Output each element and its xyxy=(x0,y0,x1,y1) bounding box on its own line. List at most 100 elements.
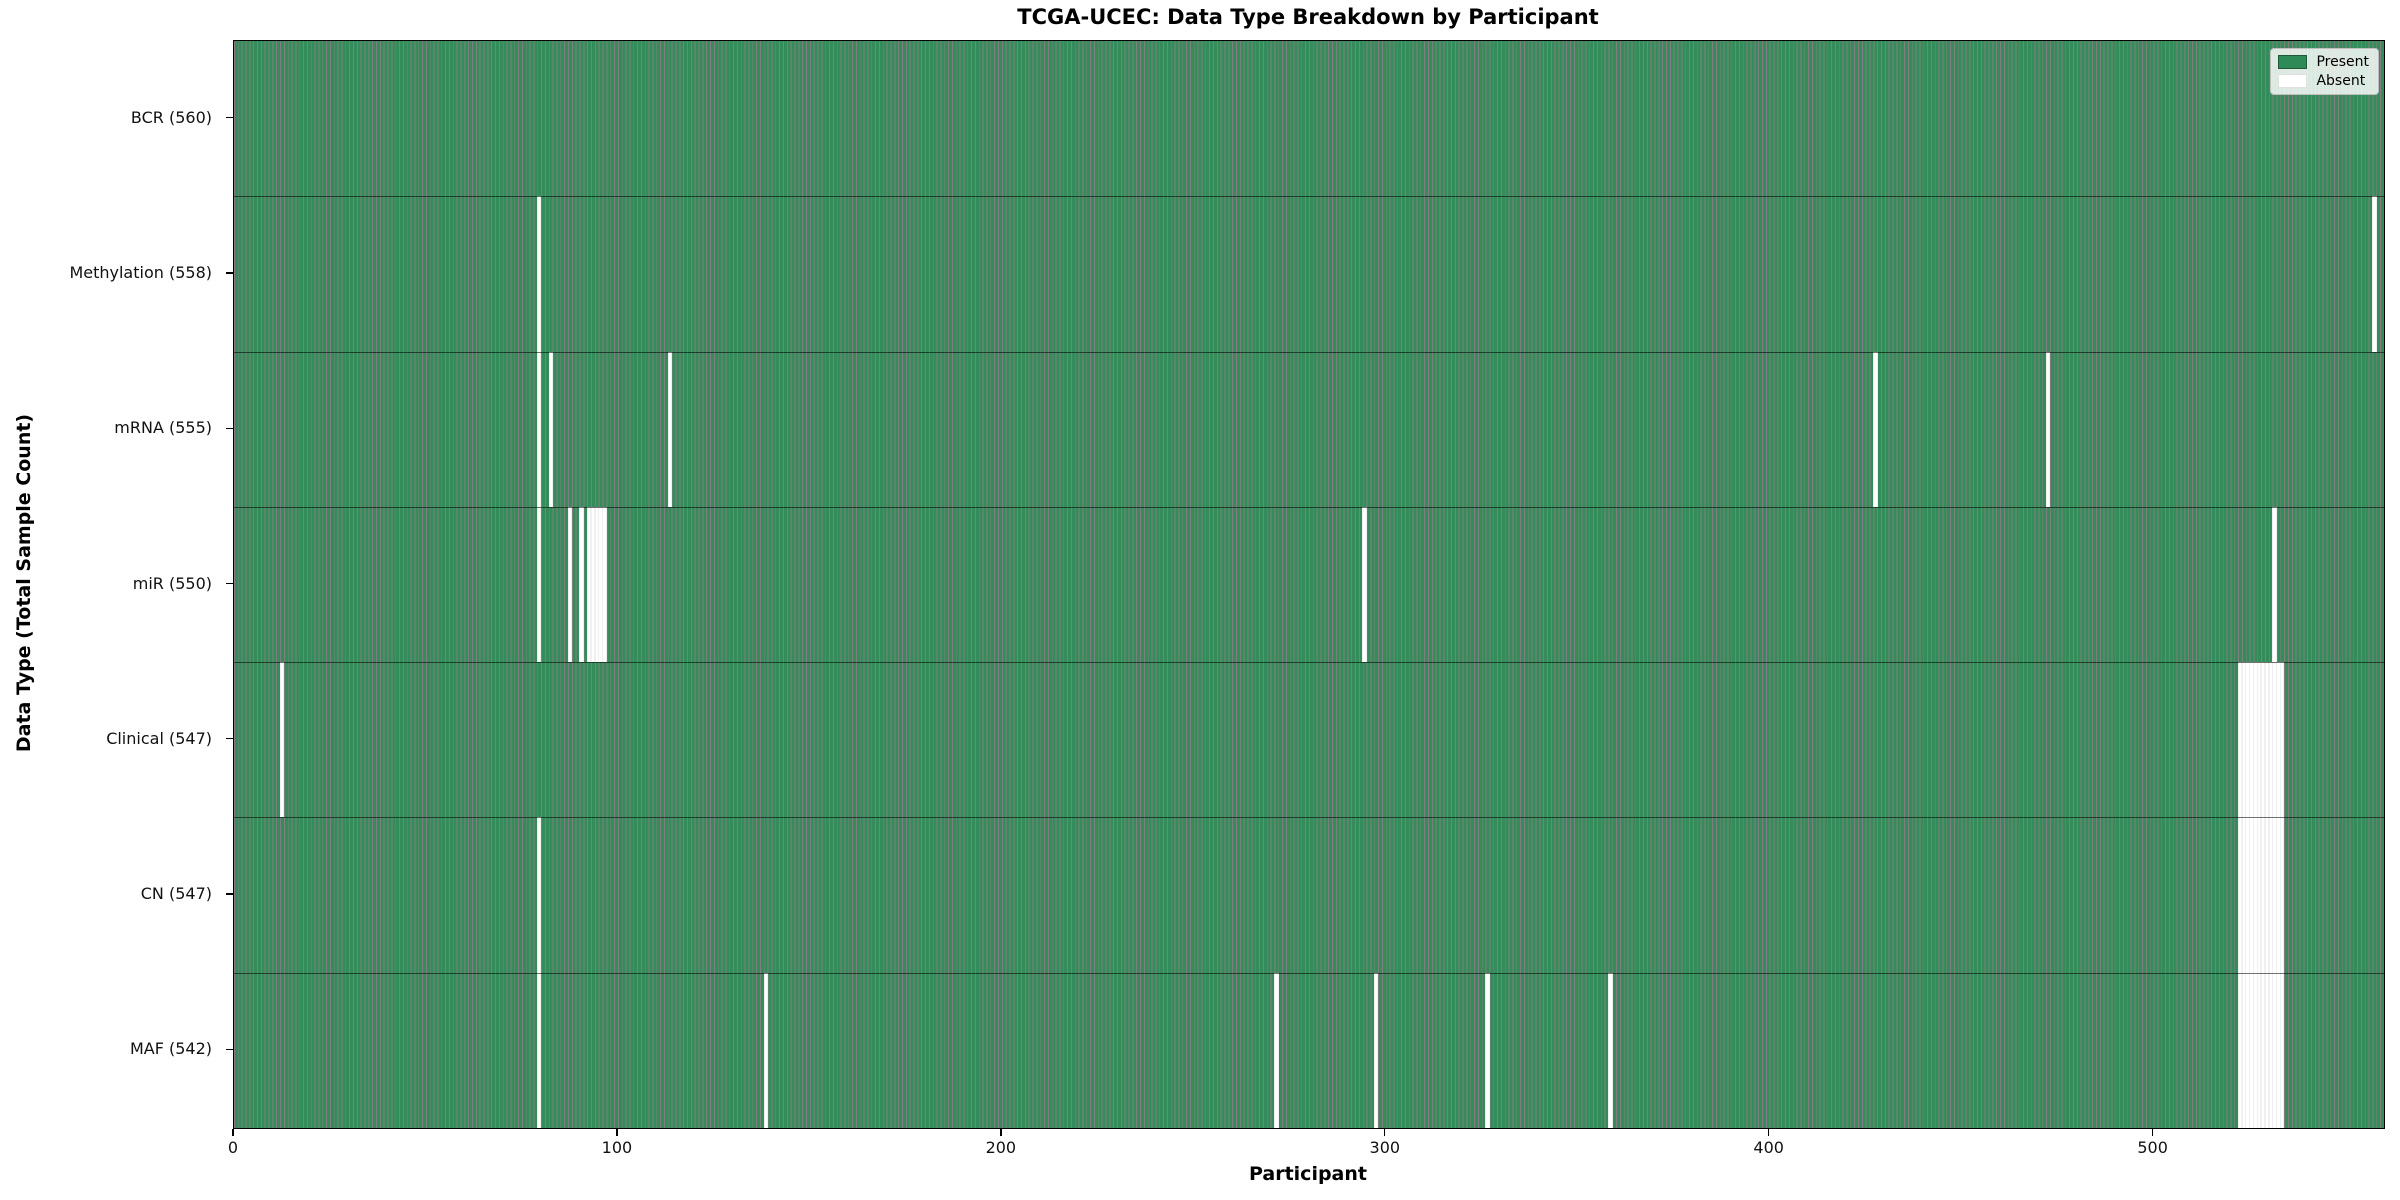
absent-gap xyxy=(594,506,600,663)
absent-gap xyxy=(279,662,285,818)
x-tick-label-500: 500 xyxy=(2137,1138,2168,1157)
absent-gap xyxy=(2280,817,2285,973)
absent-gap xyxy=(537,506,542,663)
absent-gap xyxy=(2245,972,2250,1128)
y-tick-label-bcr: BCR (560) xyxy=(130,107,212,127)
absent-gap xyxy=(1485,972,1490,1128)
x-tick-label-400: 400 xyxy=(1753,1138,1784,1157)
y-tick-label-clinical: Clinical (547) xyxy=(106,728,212,748)
absent-gap xyxy=(2272,972,2277,1128)
absent-gap xyxy=(2241,662,2247,818)
absent-gap xyxy=(2237,972,2243,1128)
absent-gap xyxy=(2268,972,2273,1128)
x-tick-mark xyxy=(616,1128,618,1136)
x-tick-mark xyxy=(2151,1128,2154,1136)
row-separator xyxy=(234,196,2384,198)
absent-gap xyxy=(1608,972,1613,1128)
x-tick-mark xyxy=(232,1128,234,1136)
x-tick-mark xyxy=(1000,1128,1002,1136)
absent-gap xyxy=(567,506,573,663)
row-separator xyxy=(234,351,2384,353)
x-axis-label: Participant xyxy=(1248,1163,1367,1185)
absent-gap xyxy=(2272,662,2277,818)
row-mrna xyxy=(234,351,2384,507)
absent-gap xyxy=(579,506,584,663)
legend: Present Absent xyxy=(2270,48,2379,95)
presence-matrix xyxy=(234,41,2384,1128)
absent-gap xyxy=(1362,506,1367,663)
absent-gap xyxy=(2268,817,2273,973)
absent-gap xyxy=(2260,972,2266,1128)
x-tick-mark xyxy=(1384,1128,1386,1136)
absent-gap xyxy=(2372,196,2377,352)
x-tick-label-0: 0 xyxy=(227,1138,239,1157)
absent-gap xyxy=(667,351,672,507)
row-clinical xyxy=(234,662,2384,818)
absent-gap xyxy=(2249,662,2254,818)
row-maf xyxy=(234,972,2384,1128)
legend-item-present: Present xyxy=(2278,55,2369,69)
absent-gap xyxy=(2276,817,2281,973)
absent-gap xyxy=(2257,972,2262,1128)
x-tick-label-100: 100 xyxy=(601,1138,633,1157)
y-tick-mark xyxy=(226,116,233,119)
y-tick-label-mrna: mRNA (555) xyxy=(114,418,212,438)
chart-title: TCGA-UCEC: Data Type Breakdown by Partic… xyxy=(1017,5,1599,29)
absent-gap xyxy=(2245,817,2250,973)
absent-gap xyxy=(537,972,542,1128)
absent-gap xyxy=(2257,817,2262,973)
x-tick-mark xyxy=(1768,1128,1770,1136)
plot-area: Present Absent xyxy=(233,40,2385,1129)
absent-gap xyxy=(2249,817,2254,973)
absent-gap xyxy=(590,506,596,663)
absent-gap xyxy=(2253,817,2258,973)
absent-gap xyxy=(2280,972,2285,1128)
absent-gap xyxy=(1373,972,1379,1128)
row-separator xyxy=(234,817,2384,819)
legend-label-present: Present xyxy=(2316,54,2369,70)
row-bcr xyxy=(234,41,2384,197)
absent-gap xyxy=(537,351,542,507)
y-tick-label-mir: miR (550) xyxy=(132,573,212,593)
y-tick-label-maf: MAF (542) xyxy=(129,1039,212,1059)
absent-gap xyxy=(1274,972,1279,1128)
y-tick-label-methylation: Methylation (558) xyxy=(69,262,212,282)
present-swatch-icon xyxy=(2278,55,2308,69)
absent-gap xyxy=(2245,662,2250,818)
absent-gap xyxy=(2268,662,2273,818)
x-tick-label-300: 300 xyxy=(1369,1138,1401,1157)
absent-gap xyxy=(2280,662,2285,818)
y-tick-mark xyxy=(226,272,233,274)
y-tick-mark xyxy=(226,1048,233,1051)
y-tick-mark xyxy=(226,427,233,429)
absent-gap xyxy=(2260,817,2266,973)
row-separator xyxy=(234,662,2384,664)
absent-gap xyxy=(548,351,553,507)
y-tick-label-cn: CN (547) xyxy=(140,884,212,904)
absent-gap xyxy=(2264,972,2270,1128)
y-tick-mark xyxy=(226,893,233,895)
absent-swatch-icon xyxy=(2278,74,2308,88)
absent-gap xyxy=(2241,972,2247,1128)
absent-gap xyxy=(586,506,592,663)
absent-gap xyxy=(537,817,542,973)
absent-gap xyxy=(2260,662,2266,818)
y-tick-mark xyxy=(226,582,233,585)
absent-gap xyxy=(1873,351,1878,507)
absent-gap xyxy=(2253,662,2258,818)
absent-gap xyxy=(2237,662,2243,818)
absent-gap xyxy=(2264,817,2270,973)
row-separator xyxy=(234,506,2384,508)
row-methylation xyxy=(234,196,2384,352)
absent-gap xyxy=(2045,351,2051,507)
absent-gap xyxy=(2276,662,2281,818)
x-tick-label-200: 200 xyxy=(985,1138,1017,1157)
absent-gap xyxy=(2257,662,2262,818)
row-separator xyxy=(234,972,2384,974)
absent-gap xyxy=(2272,817,2277,973)
legend-label-absent: Absent xyxy=(2316,73,2366,89)
absent-gap xyxy=(2272,506,2277,663)
absent-gap xyxy=(2249,972,2254,1128)
absent-gap xyxy=(763,972,768,1128)
